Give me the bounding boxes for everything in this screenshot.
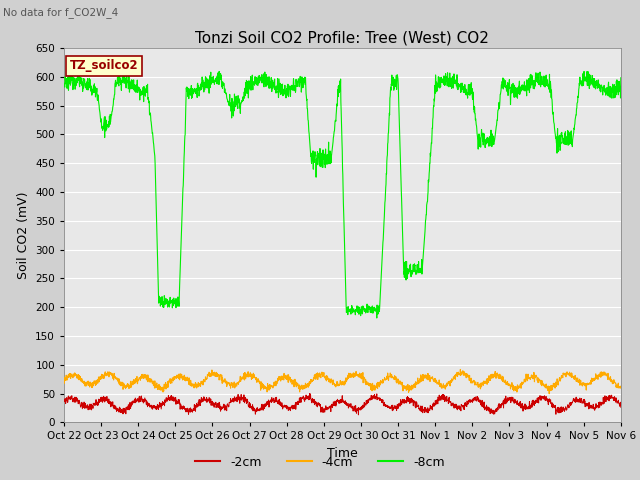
Text: TZ_soilco2: TZ_soilco2	[70, 59, 138, 72]
Title: Tonzi Soil CO2 Profile: Tree (West) CO2: Tonzi Soil CO2 Profile: Tree (West) CO2	[195, 30, 490, 46]
X-axis label: Time: Time	[327, 447, 358, 460]
Legend: -2cm, -4cm, -8cm: -2cm, -4cm, -8cm	[190, 451, 450, 474]
Text: No data for f_CO2W_4: No data for f_CO2W_4	[3, 7, 118, 18]
Y-axis label: Soil CO2 (mV): Soil CO2 (mV)	[17, 192, 29, 279]
